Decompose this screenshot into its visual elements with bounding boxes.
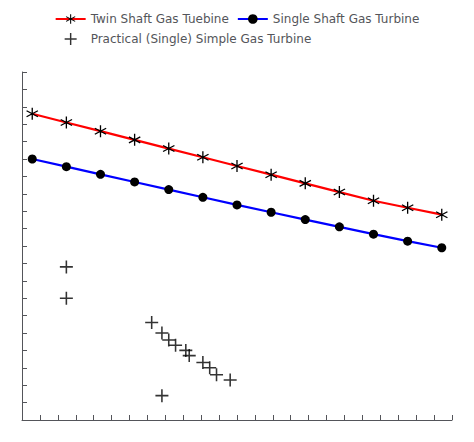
svg-text:Single Shaft Gas Turbine: Single Shaft Gas Turbine [273, 12, 420, 26]
svg-text:Practical (Single) Simple Gas: Practical (Single) Simple Gas Turbine [91, 32, 312, 46]
svg-text:Twin Shaft Gas Tuebine: Twin Shaft Gas Tuebine [90, 12, 229, 26]
